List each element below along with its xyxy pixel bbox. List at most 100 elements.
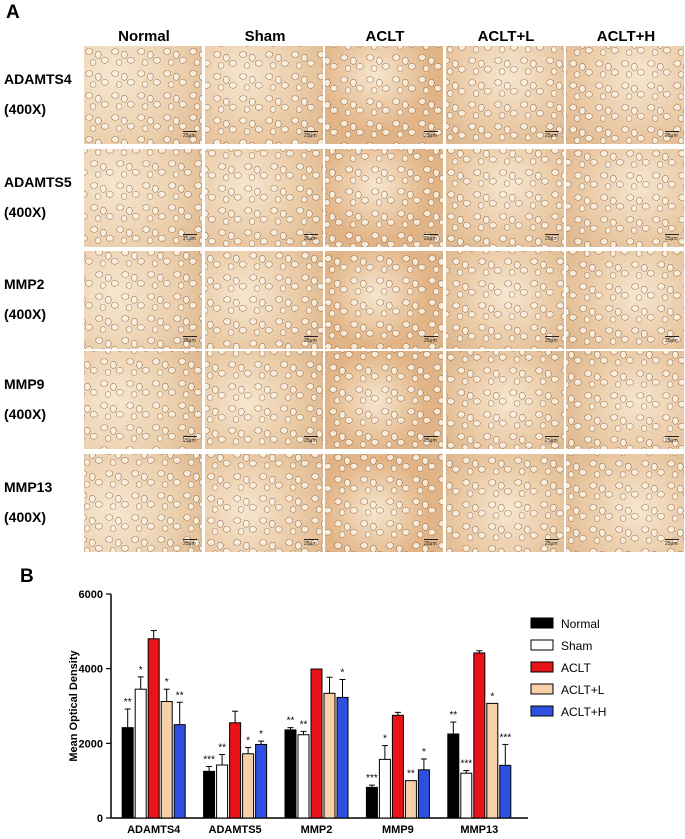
significance-marker: **: [218, 743, 226, 754]
bar-mmp2-aclt-h: [336, 696, 349, 819]
bar-mmp2-aclt-l: [323, 692, 336, 819]
bar-adamts4-aclt-h: [173, 724, 186, 819]
panel-a-letter: A: [6, 2, 20, 23]
significance-marker: **: [287, 716, 295, 727]
micrograph-mmp13-sham: 25μm: [205, 454, 323, 552]
scale-bar: 25μm: [665, 338, 678, 344]
micrograph-mmp2-normal: 25μm: [84, 251, 202, 349]
chondrocyte-texture: [84, 46, 202, 144]
scale-bar: 25μm: [665, 236, 678, 242]
column-header-aclt: ACLT: [365, 28, 405, 45]
micrograph-adamts4-aclt: 25μm: [325, 46, 443, 144]
significance-marker: *: [246, 735, 250, 746]
chondrocyte-texture: [566, 454, 684, 552]
row-marker-name: MMP2: [4, 276, 45, 292]
significance-marker: *: [139, 665, 143, 676]
scale-bar: 25μm: [424, 338, 437, 344]
x-tick-label: MMP13: [460, 824, 498, 836]
scale-bar: 25μm: [183, 541, 196, 547]
legend-swatch: [530, 617, 554, 629]
chondrocyte-texture: [325, 149, 443, 247]
significance-marker: **: [407, 769, 415, 780]
legend-swatch: [530, 639, 554, 651]
row-marker-name: ADAMTS4: [4, 71, 72, 87]
micrograph-adamts5-sham: 25μm: [205, 149, 323, 247]
bar-adamts4-sham: [134, 688, 147, 819]
row-magnification: (400X): [4, 204, 47, 220]
micrograph-mmp9-normal: 25μm: [84, 351, 202, 449]
micrograph-adamts4-sham: 25μm: [205, 46, 323, 144]
scale-bar: 25μm: [424, 133, 437, 139]
row-magnification: (400X): [4, 306, 47, 322]
scale-bar: 25μm: [424, 438, 437, 444]
bar-mmp9-aclt: [391, 714, 404, 819]
scale-bar: 25μm: [545, 133, 558, 139]
legend-label: ACLT+L: [561, 683, 605, 697]
chondrocyte-texture: [325, 46, 443, 144]
bar-mmp2-sham: [297, 734, 310, 819]
chondrocyte-texture: [446, 351, 564, 449]
significance-marker: **: [300, 719, 308, 730]
row-marker-name: MMP13: [4, 479, 53, 495]
chondrocyte-texture: [446, 251, 564, 349]
scale-bar: 25μm: [304, 438, 317, 444]
micrograph-adamts5-normal: 25μm: [84, 149, 202, 247]
significance-marker: *: [383, 734, 387, 745]
micrograph-adamts4-normal: 25μm: [84, 46, 202, 144]
scale-bar: 25μm: [304, 338, 317, 344]
chondrocyte-texture: [446, 454, 564, 552]
bar-mmp13-aclt: [473, 652, 486, 819]
chondrocyte-texture: [446, 149, 564, 247]
bar-mmp13-normal: [447, 733, 460, 819]
chondrocyte-texture: [566, 46, 684, 144]
bar-adamts5-sham: [216, 764, 229, 819]
scale-bar: 25μm: [665, 438, 678, 444]
row-label-adamts4: ADAMTS4 (400X): [4, 64, 72, 124]
bar-adamts4-aclt: [147, 638, 160, 819]
y-axis-label: Mean Optical Density: [68, 649, 80, 761]
micrograph-mmp13-aclt-l: 25μm: [446, 454, 564, 552]
legend-label: ACLT: [561, 661, 591, 675]
legend-label: ACLT+H: [561, 705, 606, 719]
significance-marker: **: [124, 697, 132, 708]
legend-swatch: [530, 683, 554, 695]
scale-bar: 25μm: [665, 133, 678, 139]
chondrocyte-texture: [84, 251, 202, 349]
scale-bar: 25μm: [304, 541, 317, 547]
micrograph-mmp9-aclt: 25μm: [325, 351, 443, 449]
bar-adamts4-aclt-l: [160, 701, 173, 819]
significance-marker: ***: [366, 773, 378, 784]
bar-mmp2-aclt: [310, 668, 323, 819]
bar-adamts5-aclt-l: [242, 753, 255, 819]
legend-label: Normal: [561, 617, 600, 631]
significance-marker: **: [449, 710, 457, 721]
significance-marker: *: [422, 747, 426, 758]
chondrocyte-texture: [84, 149, 202, 247]
chondrocyte-texture: [325, 251, 443, 349]
scale-bar: 25μm: [183, 236, 196, 242]
x-tick-label: MMP9: [382, 824, 414, 836]
chondrocyte-texture: [84, 351, 202, 449]
scale-bar: 25μm: [424, 236, 437, 242]
scale-bar: 25μm: [424, 541, 437, 547]
bar-mmp9-sham: [378, 758, 391, 819]
micrograph-mmp9-aclt-l: 25μm: [446, 351, 564, 449]
scale-bar: 25μm: [183, 133, 196, 139]
micrograph-mmp13-aclt-h: 25μm: [566, 454, 684, 552]
column-header-normal: Normal: [118, 28, 170, 45]
legend-swatch: [530, 661, 554, 673]
micrograph-mmp9-aclt-h: 25μm: [566, 351, 684, 449]
micrograph-adamts5-aclt: 25μm: [325, 149, 443, 247]
significance-marker: *: [341, 667, 345, 678]
significance-marker: ***: [460, 759, 472, 770]
x-tick-label: MMP2: [301, 824, 333, 836]
micrograph-adamts4-aclt-l: 25μm: [446, 46, 564, 144]
bar-adamts4-normal: [121, 727, 134, 819]
scale-bar: 25μm: [545, 338, 558, 344]
chondrocyte-texture: [566, 149, 684, 247]
chondrocyte-texture: [325, 351, 443, 449]
chondrocyte-texture: [205, 351, 323, 449]
scale-bar: 25μm: [545, 236, 558, 242]
bar-mmp13-aclt-l: [486, 702, 499, 819]
significance-marker: *: [165, 677, 169, 688]
